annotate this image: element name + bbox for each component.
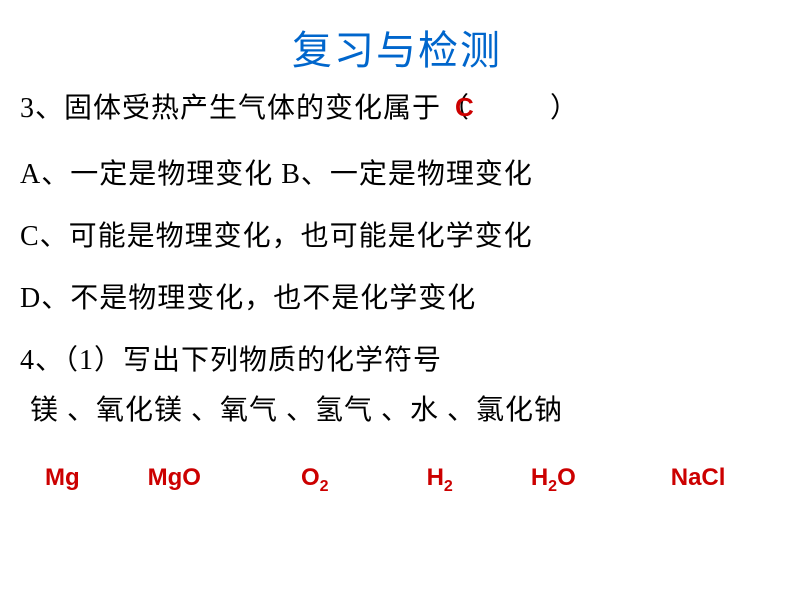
- formula-h2o: H2O: [531, 464, 576, 496]
- q3-option-c: C、可能是物理变化，也可能是化学变化: [20, 214, 774, 254]
- formulas-row: Mg MgO O2 H2 H2O NaCl: [20, 456, 774, 496]
- question-3-stem: 3、固体受热产生气体的变化属于（ ）: [20, 88, 774, 130]
- formula-nacl: NaCl: [671, 464, 726, 492]
- q3-blank-space: [478, 93, 542, 124]
- question-4-stem: 4、（1）写出下列物质的化学符号: [20, 338, 774, 378]
- q3-stem-before: 3、固体受热产生气体的变化属于（: [20, 93, 470, 124]
- formula-mgo: MgO: [148, 464, 201, 492]
- q3-option-d: D、不是物理变化，也不是化学变化: [20, 276, 774, 316]
- formula-h2: H2: [427, 464, 453, 496]
- question-4-substances: 镁 、氧化镁 、氧气 、氢气 、水 、氯化钠: [20, 388, 774, 428]
- question-3-block: 3、固体受热产生气体的变化属于（ ） C A、一定是物理变化 B、一定是物理变化…: [0, 88, 794, 496]
- q3-option-ab: A、一定是物理变化 B、一定是物理变化: [20, 152, 774, 192]
- page-title: 复习与检测: [0, 0, 794, 88]
- q3-answer: C: [455, 92, 474, 123]
- q3-stem-after: ）: [550, 93, 579, 124]
- formula-mg: Mg: [45, 464, 80, 492]
- formula-o2: O2: [301, 464, 329, 496]
